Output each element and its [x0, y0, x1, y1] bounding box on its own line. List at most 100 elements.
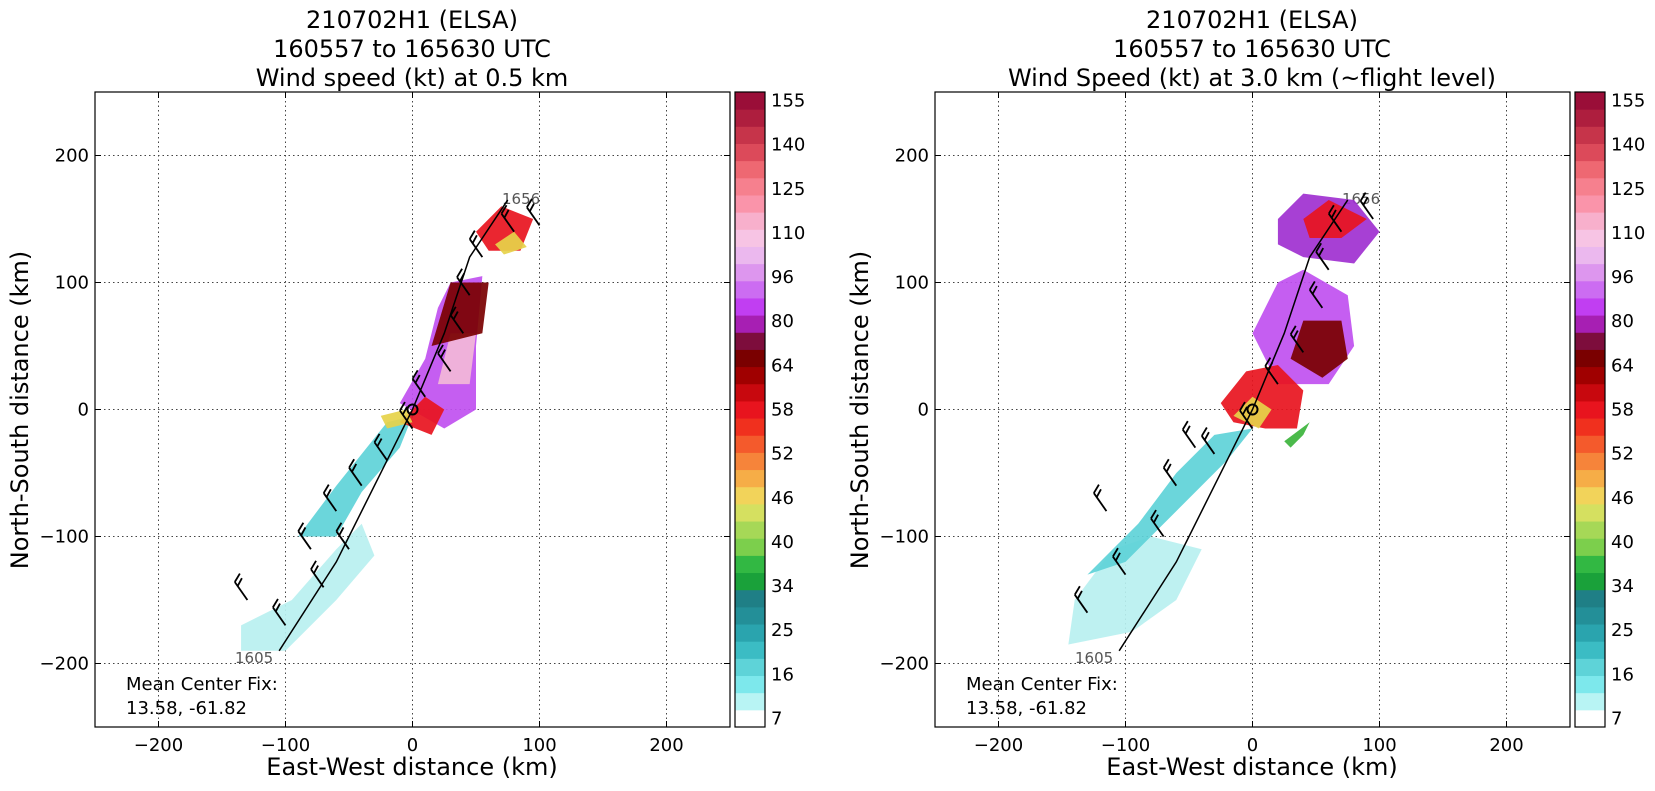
colorbar: 7 16 25 34 40 46 52 58 64 80 96 110 125 140 155	[1574, 91, 1645, 729]
colorbar-tick-label: 80	[771, 311, 794, 332]
colorbar-segment	[735, 692, 765, 711]
colorbar-segment	[735, 606, 765, 625]
x-tick-label: −100	[261, 735, 310, 756]
colorbar-tick-label: 7	[1611, 708, 1622, 729]
colorbar-segment	[1575, 589, 1605, 608]
colorbar-segment	[1575, 212, 1605, 230]
title-line-3: Wind Speed (kt) at 3.0 km (~flight level…	[1008, 64, 1496, 92]
colorbar-tick-label: 125	[771, 179, 805, 200]
colorbar-segment	[1575, 315, 1605, 333]
wind-barb	[1239, 401, 1254, 430]
wind-barb	[411, 369, 426, 398]
x-tick-label: −200	[974, 735, 1023, 756]
wind-region-pink	[437, 333, 476, 385]
y-tick-label: −100	[40, 527, 89, 548]
colorbar-segment	[1575, 572, 1605, 591]
wind-barb	[1201, 427, 1216, 455]
colorbar-segment	[735, 280, 765, 299]
y-tick-label: 0	[918, 400, 929, 421]
colorbar-tick-label: 40	[771, 532, 794, 553]
wind-barb	[348, 458, 363, 487]
colorbar-tick-label: 7	[771, 708, 782, 729]
colorbar-tick-label: 34	[1611, 576, 1634, 597]
colorbar-segment	[1575, 126, 1605, 144]
wind-barb	[1308, 280, 1324, 309]
colorbar-segment	[735, 555, 765, 574]
colorbar-segment	[735, 212, 765, 230]
colorbar-tick-label: 16	[1611, 664, 1634, 685]
flight-track	[278, 199, 509, 652]
colorbar-segment	[735, 229, 765, 247]
colorbar-segment	[735, 624, 765, 642]
title-line-1: 210702H1 (ELSA)	[1146, 6, 1358, 34]
colorbar-segment	[1575, 469, 1605, 488]
colorbar-segment	[1575, 349, 1605, 368]
colorbar-segment	[735, 246, 765, 265]
colorbar-segment	[735, 400, 765, 419]
wind-barb	[1074, 585, 1089, 614]
plot-area	[935, 92, 1570, 727]
colorbar-segment	[735, 418, 765, 436]
colorbar-segment	[735, 143, 765, 162]
colorbar-segment	[735, 538, 765, 556]
colorbar-frame	[1574, 91, 1606, 728]
colorbar-segment	[735, 297, 765, 316]
wind-barb	[437, 344, 452, 372]
wind-barb	[526, 198, 541, 226]
y-tick-label: 200	[895, 146, 929, 167]
colorbar-segment	[735, 194, 765, 213]
wind-barb	[234, 573, 249, 601]
colorbar-segment	[1575, 435, 1605, 453]
wind-region-dark_red	[1290, 320, 1348, 378]
track-end-label: 1656	[502, 190, 540, 208]
wind-barb	[335, 522, 350, 550]
flight-track	[1118, 199, 1349, 652]
colorbar-segment	[735, 589, 765, 608]
wind-barb	[310, 560, 325, 588]
colorbar-tick-label: 96	[771, 267, 794, 288]
colorbar-segment	[1575, 452, 1605, 471]
wind-region-cyan_light	[1068, 536, 1202, 645]
colorbar-segment	[735, 572, 765, 591]
y-tick-label: 100	[895, 273, 929, 294]
wind-barb	[1289, 325, 1305, 353]
wind-barb	[1093, 484, 1108, 512]
track-start-label: 1605	[235, 649, 273, 667]
wind-barb	[272, 598, 287, 626]
colorbar-segment	[735, 641, 765, 659]
colorbar-tick-label: 64	[1611, 355, 1634, 376]
colorbar-segment	[1575, 194, 1605, 213]
center-fix-label: Mean Center Fix:	[966, 674, 1118, 695]
x-tick-label: −100	[1101, 735, 1150, 756]
colorbar-segment	[1575, 143, 1605, 162]
wind-barb	[1264, 357, 1279, 385]
y-tick-label: −200	[880, 654, 929, 675]
colorbar-segment	[735, 435, 765, 453]
colorbar-segment	[735, 658, 765, 677]
colorbar-segment	[1575, 332, 1605, 350]
colorbar-segment	[735, 126, 765, 144]
plot-area	[95, 92, 730, 727]
colorbar-segment	[1575, 297, 1605, 316]
colorbar-segment	[735, 349, 765, 368]
colorbar-segment	[1575, 263, 1605, 282]
colorbar-segment	[735, 177, 765, 196]
colorbar-segment	[1575, 400, 1605, 419]
wind-barb	[1162, 458, 1178, 487]
colorbar-segment	[735, 263, 765, 282]
colorbar-segment	[1575, 366, 1605, 385]
colorbar-segment	[1575, 555, 1605, 574]
colorbar-segment	[735, 92, 765, 110]
colorbar-tick-label: 58	[771, 400, 794, 421]
colorbar-tick-label: 155	[771, 91, 805, 112]
center-fix-value: 13.58, -61.82	[966, 698, 1087, 719]
colorbar-segment	[1575, 521, 1605, 539]
colorbar-tick-label: 140	[1611, 135, 1645, 156]
center-marker	[1246, 403, 1259, 416]
wind-region-cyan_light	[241, 523, 375, 651]
wind-barb	[297, 522, 312, 550]
colorbar-segment	[735, 332, 765, 350]
colorbar-segment	[1575, 280, 1605, 299]
